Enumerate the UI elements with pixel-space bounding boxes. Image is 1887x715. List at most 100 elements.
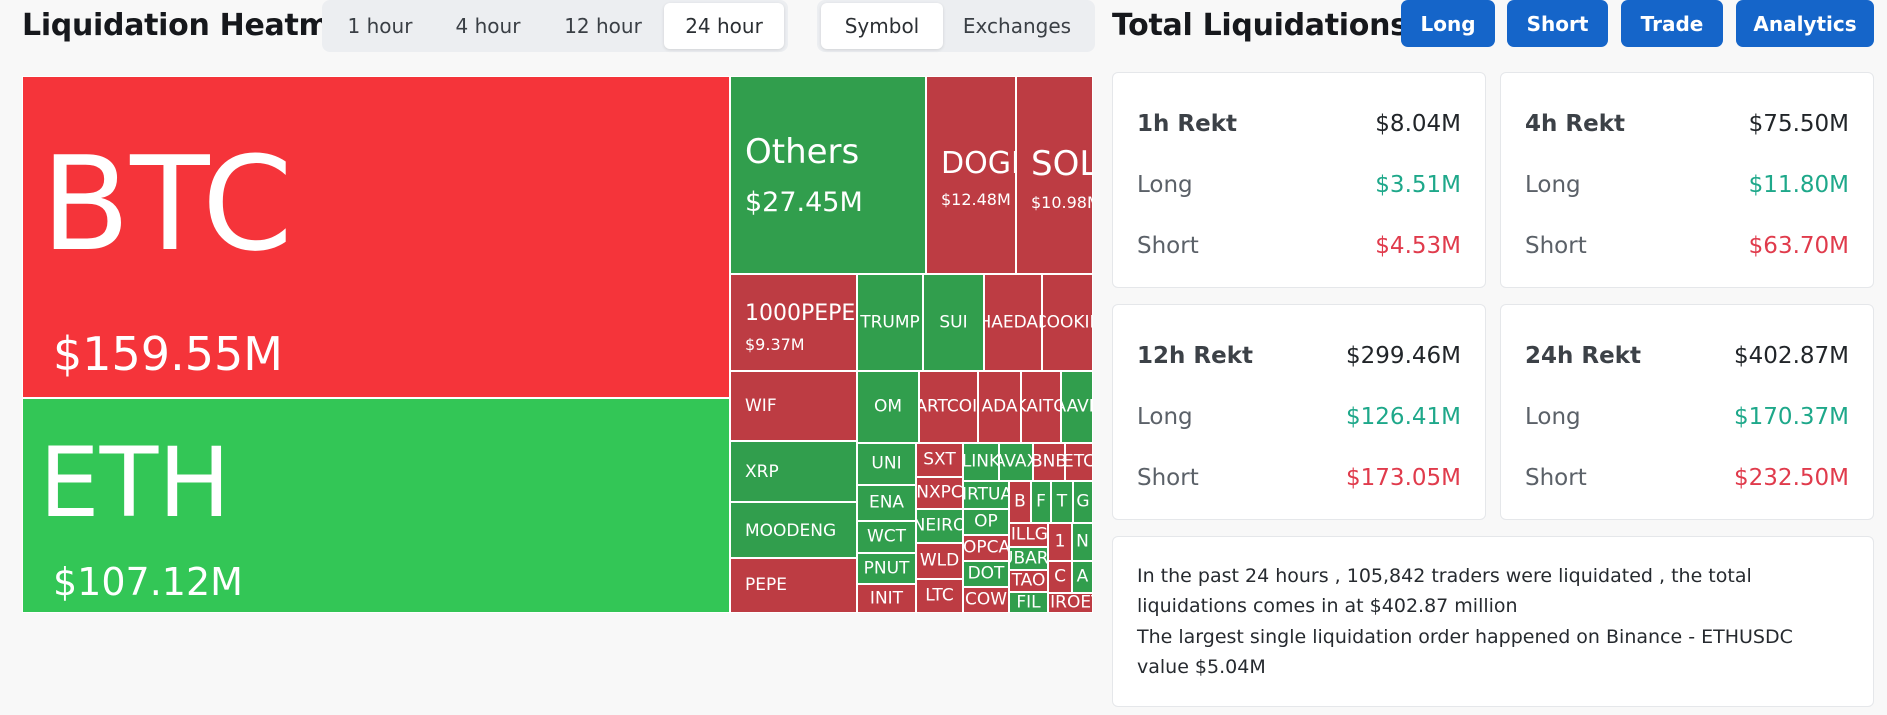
- treemap-tile-moodeng[interactable]: MOODENG: [730, 502, 857, 558]
- long-label: Long: [1137, 172, 1193, 198]
- treemap-tile-sui[interactable]: SUI: [923, 274, 984, 371]
- tab-24-hour[interactable]: 24 hour: [664, 3, 784, 49]
- treemap-tile-bnb[interactable]: BNB: [1033, 443, 1065, 481]
- tab-1-hour[interactable]: 1 hour: [347, 14, 413, 38]
- tile-symbol: PEPE: [745, 575, 787, 595]
- treemap-tile-popcat[interactable]: POPCAT: [963, 535, 1009, 561]
- treemap-tile-wct[interactable]: WCT: [857, 521, 916, 553]
- tile-symbol: G: [1076, 491, 1090, 512]
- treemap-tile-doge[interactable]: DOGE $12.48M: [926, 76, 1016, 274]
- tile-symbol: INIT: [869, 588, 904, 608]
- treemap-tile-sol[interactable]: SOL $10.98M: [1016, 76, 1093, 274]
- treemap-tile-neiroeth[interactable]: NEIROETH: [1048, 593, 1093, 613]
- treemap-tile-b[interactable]: B: [1009, 481, 1031, 523]
- long-label: Long: [1525, 172, 1581, 198]
- tile-symbol: B: [1014, 491, 1026, 512]
- tile-symbol: ADA: [981, 396, 1018, 417]
- tab-symbol[interactable]: Symbol: [821, 3, 943, 49]
- treemap-tile-fil[interactable]: FIL: [1009, 592, 1048, 613]
- tile-symbol: KAITO: [1022, 396, 1060, 417]
- tab-exchanges[interactable]: Exchanges: [962, 14, 1072, 38]
- treemap-tile-dot[interactable]: DOT: [963, 561, 1009, 587]
- treemap-tile-haedal[interactable]: HAEDAL: [984, 274, 1042, 371]
- tile-symbol: COW: [964, 589, 1008, 610]
- treemap-tile-ada[interactable]: ADA: [978, 371, 1021, 443]
- tile-symbol: MOODENG: [745, 521, 837, 541]
- heatmap-title: Liquidation Heatmap: [22, 8, 371, 43]
- treemap-tile-chillguy[interactable]: CHILLGUY: [1009, 523, 1048, 547]
- treemap-tile-sxt[interactable]: SXT: [916, 443, 963, 477]
- long-button[interactable]: Long: [1401, 0, 1495, 47]
- stat-card-1h: 1h Rekt $8.04M Long $3.51M Short $4.53M: [1112, 72, 1486, 288]
- card-title: 1h Rekt: [1137, 111, 1237, 137]
- treemap-tile-aave[interactable]: AAVE: [1061, 371, 1093, 443]
- long-label: Long: [1525, 404, 1581, 430]
- treemap-tile-1[interactable]: 1: [1048, 523, 1072, 561]
- treemap-tile-kaito[interactable]: KAITO: [1021, 371, 1061, 443]
- treemap-tile-om[interactable]: OM: [857, 371, 919, 443]
- tile-symbol: AVAX: [1000, 451, 1032, 472]
- treemap-tile-xrp[interactable]: XRP: [730, 441, 857, 502]
- treemap-tile-tao[interactable]: TAO: [1009, 570, 1048, 592]
- liquidation-summary: In the past 24 hours , 105,842 traders w…: [1112, 536, 1874, 707]
- treemap-tile-ena[interactable]: ENA: [857, 485, 916, 521]
- treemap-tile-1000pepe[interactable]: 1000PEPE $9.37M: [730, 274, 857, 371]
- treemap-tile-wif[interactable]: WIF: [730, 371, 857, 441]
- short-value: $232.50M: [1734, 465, 1849, 491]
- treemap-tile-uni[interactable]: UNI: [857, 443, 916, 485]
- tile-symbol: DOT: [967, 563, 1005, 584]
- tile-symbol: NEIRO: [917, 515, 962, 536]
- treemap-tile-pnut[interactable]: PNUT: [857, 553, 916, 584]
- treemap-tile-cow[interactable]: COW: [963, 587, 1009, 613]
- tile-value: $9.37M: [745, 335, 805, 354]
- treemap-tile-neiro[interactable]: NEIRO: [916, 509, 963, 543]
- short-value: $63.70M: [1748, 233, 1849, 259]
- trade-button[interactable]: Trade: [1621, 0, 1723, 47]
- tile-symbol: DOGE: [941, 146, 1015, 181]
- treemap-tile-c[interactable]: C: [1048, 561, 1072, 593]
- tab-4-hour[interactable]: 4 hour: [455, 14, 521, 38]
- treemap-tile-pepe[interactable]: PEPE: [730, 558, 857, 613]
- card-title: 24h Rekt: [1525, 343, 1641, 369]
- tile-value: $159.55M: [53, 327, 283, 381]
- treemap-tile-btc[interactable]: BTC $159.55M: [22, 76, 730, 398]
- card-total: $8.04M: [1375, 111, 1461, 137]
- long-value: $11.80M: [1748, 172, 1849, 198]
- tile-symbol: HAEDAL: [985, 312, 1041, 332]
- treemap-tile-op[interactable]: OP: [963, 509, 1009, 535]
- treemap-tile-etc[interactable]: ETC: [1065, 443, 1093, 481]
- treemap-tile-a[interactable]: A: [1072, 561, 1093, 593]
- treemap-tile-mubarak[interactable]: MUBARAK: [1009, 547, 1048, 570]
- treemap-tile-virtual[interactable]: VIRTUAL: [963, 481, 1009, 509]
- treemap-tile-wld[interactable]: WLD: [916, 543, 963, 579]
- treemap-tile-nxpc[interactable]: NXPC: [916, 477, 963, 509]
- analytics-button[interactable]: Analytics: [1736, 0, 1874, 47]
- tile-symbol: F: [1036, 491, 1046, 512]
- tile-symbol: CHILLGUY: [1010, 524, 1048, 545]
- tile-symbol: Others: [745, 132, 860, 172]
- tile-symbol: COOKIE: [1043, 312, 1092, 332]
- treemap-tile-avax[interactable]: AVAX: [999, 443, 1033, 481]
- treemap-tile-trump[interactable]: TRUMP: [857, 274, 923, 371]
- short-button[interactable]: Short: [1507, 0, 1608, 47]
- tile-symbol: ETC: [1066, 451, 1093, 472]
- tile-symbol: T: [1056, 491, 1068, 512]
- tile-symbol: WCT: [866, 526, 907, 547]
- treemap-tile-init[interactable]: INIT: [857, 584, 916, 613]
- treemap-tile-t[interactable]: T: [1051, 481, 1073, 523]
- treemap-tile-link[interactable]: LINK: [963, 443, 999, 481]
- tile-symbol: BNB: [1034, 451, 1065, 472]
- tile-symbol: OM: [873, 396, 903, 417]
- tile-symbol: 1000PEPE: [745, 301, 856, 326]
- treemap-tile-f[interactable]: F: [1031, 481, 1051, 523]
- tab-12-hour[interactable]: 12 hour: [564, 14, 642, 38]
- treemap-tile-fartcoin[interactable]: FARTCOIN: [919, 371, 978, 443]
- tile-symbol: TAO: [1011, 570, 1046, 591]
- treemap-tile-g[interactable]: G: [1073, 481, 1093, 523]
- treemap-tile-n[interactable]: N: [1072, 523, 1093, 561]
- treemap-tile-eth[interactable]: ETH $107.12M: [22, 398, 730, 613]
- treemap-tile-ltc[interactable]: LTC: [916, 579, 963, 613]
- treemap-tile-others[interactable]: Others $27.45M: [730, 76, 926, 274]
- treemap-tile-cookie[interactable]: COOKIE: [1042, 274, 1093, 371]
- card-total: $75.50M: [1748, 111, 1849, 137]
